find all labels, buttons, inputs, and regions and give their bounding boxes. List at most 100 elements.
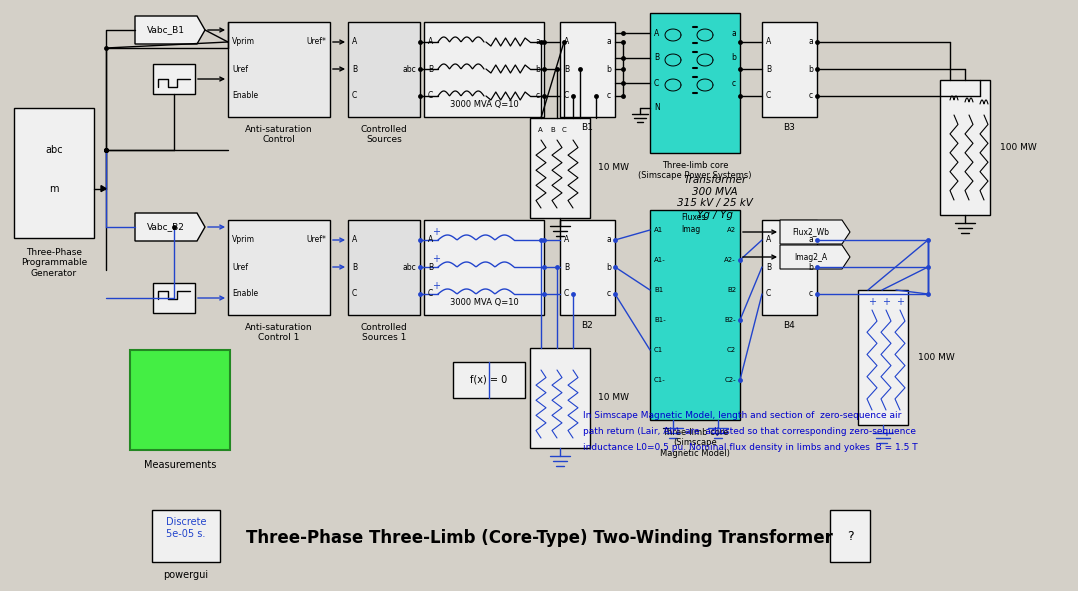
Text: f(x) = 0: f(x) = 0 bbox=[470, 375, 508, 385]
Bar bbox=[650, 210, 740, 420]
Bar bbox=[559, 220, 616, 315]
Text: B: B bbox=[564, 262, 569, 271]
Text: Three-limb core
(Simscape
Magnetic Model): Three-limb core (Simscape Magnetic Model… bbox=[660, 428, 730, 458]
Text: B2: B2 bbox=[727, 287, 736, 293]
Text: A2-: A2- bbox=[724, 257, 736, 263]
Text: B1-: B1- bbox=[654, 317, 666, 323]
Text: b: b bbox=[606, 64, 611, 73]
Text: B: B bbox=[428, 64, 433, 73]
Bar bbox=[858, 290, 908, 425]
Bar bbox=[348, 220, 420, 315]
Bar bbox=[153, 283, 195, 313]
Text: Vprim: Vprim bbox=[232, 235, 255, 245]
Text: a: a bbox=[808, 235, 813, 245]
Bar bbox=[559, 22, 616, 117]
Text: Vabc_B1: Vabc_B1 bbox=[147, 25, 185, 34]
Polygon shape bbox=[780, 245, 849, 269]
Text: Three-Phase Three-Limb (Core-Type) Two-Winding Transformer: Three-Phase Three-Limb (Core-Type) Two-W… bbox=[246, 529, 832, 547]
Text: +: + bbox=[868, 297, 876, 307]
Text: C: C bbox=[564, 290, 569, 298]
Text: C2-: C2- bbox=[724, 377, 736, 383]
Text: c: c bbox=[607, 290, 611, 298]
Text: a: a bbox=[808, 37, 813, 47]
Text: B1: B1 bbox=[654, 287, 663, 293]
Bar bbox=[14, 108, 94, 238]
Polygon shape bbox=[101, 186, 106, 191]
Text: a: a bbox=[606, 235, 611, 245]
Text: Three-limb core
(Simscape Power Systems): Three-limb core (Simscape Power Systems) bbox=[638, 161, 751, 180]
Text: B: B bbox=[564, 64, 569, 73]
Text: c: c bbox=[536, 92, 540, 100]
Text: Uref: Uref bbox=[232, 262, 248, 271]
Text: B: B bbox=[550, 127, 555, 133]
Text: B: B bbox=[766, 64, 771, 73]
Text: Uref: Uref bbox=[232, 64, 248, 73]
Text: A: A bbox=[538, 127, 542, 133]
Text: B: B bbox=[766, 262, 771, 271]
Text: A2: A2 bbox=[727, 227, 736, 233]
Text: a: a bbox=[731, 28, 736, 37]
Text: a: a bbox=[536, 37, 540, 47]
Text: C: C bbox=[562, 127, 567, 133]
Text: Discrete
5e-05 s.: Discrete 5e-05 s. bbox=[166, 517, 206, 539]
Text: b: b bbox=[535, 64, 540, 73]
Text: Imag2_A: Imag2_A bbox=[794, 252, 828, 261]
Text: Measurements: Measurements bbox=[143, 460, 217, 470]
Text: N: N bbox=[654, 103, 660, 112]
Text: path return (Lair, Air)  are  adjusted so that corresponding zero-sequence: path return (Lair, Air) are adjusted so … bbox=[583, 427, 916, 436]
Text: +: + bbox=[432, 281, 440, 291]
Text: C2: C2 bbox=[727, 347, 736, 353]
Text: A: A bbox=[766, 37, 771, 47]
Text: A1-: A1- bbox=[654, 257, 666, 263]
Text: +: + bbox=[882, 297, 890, 307]
Text: 100 MW: 100 MW bbox=[1000, 143, 1037, 152]
Text: c: c bbox=[732, 79, 736, 87]
Bar bbox=[830, 510, 870, 562]
Text: B3: B3 bbox=[784, 123, 796, 132]
Text: b: b bbox=[606, 262, 611, 271]
Text: c: c bbox=[808, 92, 813, 100]
Text: +: + bbox=[432, 227, 440, 237]
Bar bbox=[348, 22, 420, 117]
Text: Anti-saturation
Control: Anti-saturation Control bbox=[245, 125, 313, 144]
Bar bbox=[153, 64, 195, 94]
Polygon shape bbox=[135, 16, 205, 44]
Text: C: C bbox=[654, 79, 660, 87]
Bar bbox=[530, 348, 590, 448]
Text: Enable: Enable bbox=[232, 290, 258, 298]
Text: B: B bbox=[353, 64, 357, 73]
Text: A: A bbox=[353, 235, 357, 245]
Text: m: m bbox=[50, 184, 58, 194]
Bar bbox=[424, 220, 544, 315]
Text: C: C bbox=[428, 92, 433, 100]
Text: 10 MW: 10 MW bbox=[598, 394, 628, 402]
Text: A: A bbox=[428, 37, 433, 47]
Text: Controlled
Sources: Controlled Sources bbox=[361, 125, 407, 144]
Text: Vabc_B2: Vabc_B2 bbox=[147, 222, 185, 232]
Text: B: B bbox=[353, 262, 357, 271]
Text: 3000 MVA Q=10: 3000 MVA Q=10 bbox=[450, 298, 519, 307]
Text: C1: C1 bbox=[654, 347, 663, 353]
Text: b: b bbox=[731, 54, 736, 63]
Bar bbox=[130, 350, 230, 450]
Text: A: A bbox=[428, 235, 433, 245]
Text: a: a bbox=[606, 37, 611, 47]
Bar bbox=[530, 118, 590, 218]
Bar bbox=[229, 22, 330, 117]
Bar bbox=[453, 362, 525, 398]
Text: abc: abc bbox=[402, 262, 416, 271]
Text: C: C bbox=[353, 290, 357, 298]
Text: C: C bbox=[428, 290, 433, 298]
Text: B2-: B2- bbox=[724, 317, 736, 323]
Text: A: A bbox=[766, 235, 771, 245]
Bar bbox=[229, 220, 330, 315]
Bar bbox=[940, 80, 990, 215]
Text: b: b bbox=[808, 262, 813, 271]
Bar bbox=[424, 22, 544, 117]
Text: 100 MW: 100 MW bbox=[918, 353, 955, 362]
Text: abc: abc bbox=[45, 145, 63, 155]
Text: Uref*: Uref* bbox=[306, 235, 326, 245]
Text: Flux2_Wb: Flux2_Wb bbox=[792, 228, 829, 236]
Text: 10 MW: 10 MW bbox=[598, 164, 628, 173]
Text: A: A bbox=[353, 37, 357, 47]
